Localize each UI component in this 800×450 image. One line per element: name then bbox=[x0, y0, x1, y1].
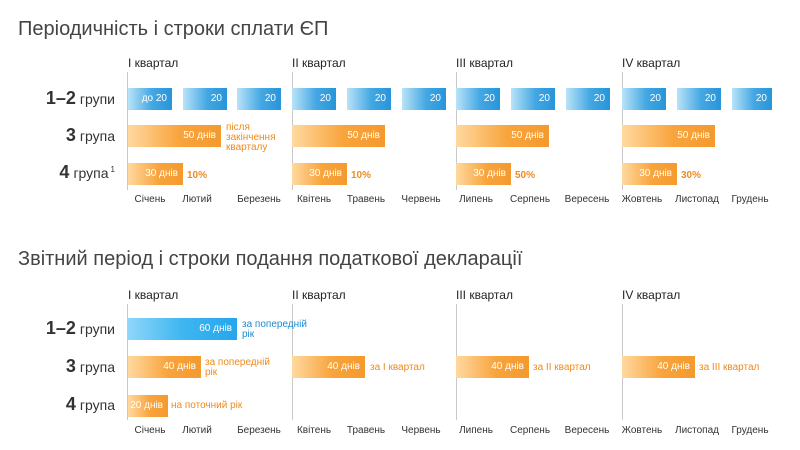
s1-month-2: Лютий bbox=[182, 194, 212, 205]
s2-row-group4-num: 4 bbox=[65, 394, 76, 414]
s1-g12-bar-1: до 20 bbox=[128, 88, 172, 110]
s1-g3-bar-q4: 50 днів bbox=[622, 125, 715, 147]
s2-month-10: Жовтень bbox=[621, 425, 663, 436]
s1-quarter-2-label: II квартал bbox=[292, 56, 346, 70]
s1-g4-pct-q2: 10% bbox=[351, 170, 372, 181]
s2-g12-bar: 60 днів bbox=[128, 318, 237, 340]
s2-quarter-2-label: II квартал bbox=[292, 288, 346, 302]
s2-g3-note-q2: за I квартал bbox=[370, 362, 425, 373]
s1-month-10: Жовтень bbox=[621, 194, 663, 205]
s1-g12-bar-2: 20 bbox=[183, 88, 227, 110]
s1-row-group3-num: 3 bbox=[65, 125, 76, 145]
s2-month-8: Серпень bbox=[509, 425, 551, 436]
s2-row-group3-num: 3 bbox=[65, 356, 76, 376]
s1-quarter-1-divider bbox=[127, 72, 128, 190]
s2-g3-bar-q4: 40 днів bbox=[622, 356, 695, 378]
s1-month-7: Липень bbox=[459, 194, 493, 205]
s2-month-12: Грудень bbox=[731, 425, 769, 436]
s2-g3-note-q4: за III квартал bbox=[699, 362, 760, 373]
s2-g3-note-q1: за попередній рік bbox=[205, 357, 270, 378]
s1-row-group12-num: 1–2 bbox=[45, 88, 76, 108]
s1-g4-pct-q3: 50% bbox=[515, 170, 536, 181]
s1-g12-bar-8: 20 bbox=[511, 88, 555, 110]
s1-month-4: Квітень bbox=[296, 194, 332, 205]
s1-month-1: Січень bbox=[134, 194, 166, 205]
s2-row-group4-text: група bbox=[79, 397, 115, 413]
s2-g12-note: за попередній рік bbox=[242, 319, 307, 340]
s1-quarter-3-label: III квартал bbox=[456, 56, 513, 70]
s1-row-group4-num: 4 bbox=[59, 162, 70, 182]
s1-quarter-4-label: IV квартал bbox=[622, 56, 681, 70]
s2-row-group12-num: 1–2 bbox=[45, 318, 76, 338]
s2-row-group3-label: 3 група bbox=[0, 356, 115, 377]
s2-row-group4-label: 4 група bbox=[0, 394, 115, 415]
s2-g3-note-q3: за II квартал bbox=[533, 362, 591, 373]
s1-g12-bar-3: 20 bbox=[237, 88, 281, 110]
s2-quarter-4-label: IV квартал bbox=[622, 288, 681, 302]
s2-g3-bar-q2: 40 днів bbox=[292, 356, 365, 378]
s1-month-8: Серпень bbox=[509, 194, 551, 205]
s2-month-6: Червень bbox=[401, 425, 441, 436]
s1-g3-bar-q3: 50 днів bbox=[456, 125, 549, 147]
s1-g12-bar-4: 20 bbox=[292, 88, 336, 110]
s2-month-2: Лютий bbox=[182, 425, 212, 436]
s1-g4-bar-q4: 30 днів bbox=[622, 163, 677, 185]
s2-month-1: Січень bbox=[134, 425, 166, 436]
s2-quarter-3-label: III квартал bbox=[456, 288, 513, 302]
s2-g4-bar: 20 днів bbox=[128, 395, 168, 417]
s2-row-group12-label: 1–2 групи bbox=[0, 318, 115, 339]
section1-title: Періодичність і строки сплати ЄП bbox=[18, 18, 329, 40]
s1-quarter-1-label: I квартал bbox=[128, 56, 179, 70]
s1-month-12: Грудень bbox=[731, 194, 769, 205]
s1-g3-bar-q2: 50 днів bbox=[292, 125, 385, 147]
s2-g3-bar-q3: 40 днів bbox=[456, 356, 529, 378]
s1-month-6: Червень bbox=[401, 194, 441, 205]
s2-month-3: Березень bbox=[237, 425, 281, 436]
s2-month-5: Травень bbox=[346, 425, 386, 436]
s1-month-9: Вересень bbox=[564, 194, 610, 205]
s2-month-9: Вересень bbox=[564, 425, 610, 436]
s1-month-11: Листопад bbox=[675, 194, 719, 205]
s2-row-group12-text: групи bbox=[79, 321, 115, 337]
s2-g3-bar-q1: 40 днів bbox=[128, 356, 201, 378]
s1-g4-pct-q1: 10% bbox=[187, 170, 208, 181]
s1-g12-bar-6: 20 bbox=[402, 88, 446, 110]
s1-row-group12-text: групи bbox=[79, 91, 115, 107]
s1-g12-bar-7: 20 bbox=[456, 88, 500, 110]
s1-row-group12-label: 1–2 групи bbox=[0, 88, 115, 109]
s1-g12-bar-10: 20 bbox=[622, 88, 666, 110]
s1-g12-bar-12: 20 bbox=[732, 88, 772, 110]
s2-g4-note: на поточний рік bbox=[171, 400, 243, 411]
s1-row-group4-text: група bbox=[73, 165, 109, 181]
s2-month-7: Липень bbox=[459, 425, 493, 436]
s2-quarter-1-label: I квартал bbox=[128, 288, 179, 302]
s1-g12-bar-9: 20 bbox=[566, 88, 610, 110]
s1-g3-bar-q1: 50 днів bbox=[128, 125, 221, 147]
s1-month-5: Травень bbox=[346, 194, 386, 205]
s1-month-3: Березень bbox=[237, 194, 281, 205]
s2-row-group3-text: група bbox=[79, 359, 115, 375]
s2-quarter-1-divider bbox=[127, 304, 128, 420]
s1-row-group3-label: 3 група bbox=[0, 125, 115, 146]
s1-g4-bar-q1: 30 днів bbox=[128, 163, 183, 185]
s2-month-11: Листопад bbox=[675, 425, 719, 436]
s1-g12-bar-11: 20 bbox=[677, 88, 721, 110]
s1-g3-note: після закінчення кварталу bbox=[226, 122, 276, 153]
s1-g4-bar-q3: 30 днів bbox=[456, 163, 511, 185]
s2-month-4: Квітень bbox=[296, 425, 332, 436]
s1-row-group3-text: група bbox=[79, 128, 115, 144]
s1-g12-bar-5: 20 bbox=[347, 88, 391, 110]
s1-g4-bar-q2: 30 днів bbox=[292, 163, 347, 185]
s1-row-group4-label: 4 група 1 bbox=[0, 162, 115, 183]
s1-row-group4-footnote: 1 bbox=[110, 164, 115, 174]
section2-title: Звітний період і строки подання податков… bbox=[18, 248, 523, 270]
s1-g4-pct-q4: 30% bbox=[681, 170, 702, 181]
